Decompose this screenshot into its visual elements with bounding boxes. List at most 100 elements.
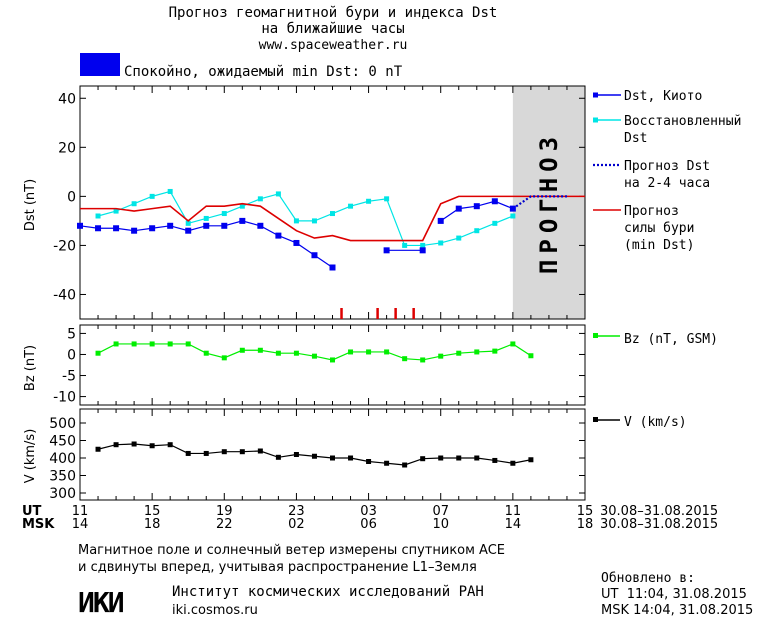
- data-point-bz: [185, 341, 191, 347]
- data-point-v: [330, 455, 335, 461]
- v-series: [95, 441, 534, 468]
- bz-series: [95, 341, 534, 363]
- chart-title-line1: Прогноз геомагнитной бури и индекса Dst: [169, 5, 498, 21]
- data-point-v: [95, 446, 101, 452]
- data-point-kyoto: [275, 232, 282, 239]
- series-line-storm: [80, 195, 585, 242]
- data-point-bz: [456, 350, 462, 356]
- v-legend: V (km/s): [593, 415, 687, 430]
- data-point-restored: [438, 240, 444, 246]
- status-text: Спокойно, ожидаемый min Dst: 0 nT: [124, 64, 403, 80]
- data-point-restored: [275, 191, 281, 197]
- data-point-bz: [131, 341, 137, 347]
- data-point-kyoto2: [473, 203, 480, 210]
- data-point-kyoto: [113, 225, 120, 232]
- v-plot-frame: [79, 408, 586, 501]
- data-point-bz: [113, 341, 119, 347]
- ut-tick-label: 11: [72, 504, 89, 519]
- ut-date-range: 30.08–31.08.2015: [600, 504, 718, 519]
- forecast-zone: [512, 86, 585, 319]
- data-point-kyoto2: [509, 205, 516, 212]
- data-point-restored: [510, 213, 516, 219]
- data-point-v: [402, 462, 408, 468]
- data-point-kyoto: [239, 217, 246, 224]
- v-axis-label: V (km/s): [23, 429, 38, 484]
- data-point-kyoto: [293, 239, 300, 246]
- data-point-v: [185, 450, 191, 456]
- msk-tick-label: 06: [360, 517, 377, 532]
- legend-label: на 2-4 часа: [624, 176, 710, 191]
- data-point-kyoto: [77, 222, 83, 229]
- data-point-bz: [257, 347, 263, 353]
- y-tick-label: 350: [49, 469, 76, 485]
- data-point-restored: [420, 242, 426, 248]
- data-point-bz: [311, 353, 317, 359]
- msk-tick-label: 02: [288, 517, 305, 532]
- data-point-kyoto: [95, 225, 102, 232]
- data-point-restored: [221, 211, 227, 217]
- data-point-bz: [528, 353, 534, 359]
- legend-marker-kyoto: [593, 92, 598, 98]
- status-indicator: [80, 53, 120, 76]
- msk-tick-label: 22: [216, 517, 233, 532]
- bz-plot-frame: [79, 324, 586, 406]
- data-point-kyoto: [149, 225, 156, 232]
- storm-markers: [340, 308, 415, 319]
- data-point-restored: [95, 213, 101, 219]
- y-tick-label: 450: [49, 434, 76, 450]
- data-point-v: [384, 460, 390, 466]
- data-point-v: [311, 453, 317, 459]
- y-tick-label: 5: [67, 326, 76, 342]
- y-tick-label: -10: [53, 390, 76, 406]
- data-point-restored: [492, 220, 498, 226]
- data-point-restored: [293, 218, 299, 224]
- bz-axis-label: Bz (nT): [23, 345, 38, 391]
- data-point-kyoto2: [491, 198, 498, 205]
- ut-tick-label: 07: [432, 504, 449, 519]
- data-point-bz: [221, 355, 227, 361]
- data-point-bz: [492, 348, 498, 354]
- ut-tick-label: 03: [360, 504, 377, 519]
- data-point-bz: [330, 357, 335, 363]
- legend-label: Dst, Киото: [624, 89, 702, 104]
- dst-axis-label: Dst (nT): [23, 179, 38, 231]
- bz-y-ticks: 5 0 -5 -10: [53, 326, 585, 406]
- dst-panel: ПРОГНОЗ Dst (nT) 40 20 0 -20 -40: [23, 85, 586, 320]
- data-point-kyoto2: [455, 205, 462, 212]
- data-point-v: [348, 455, 354, 461]
- ut-tick-label: 11: [505, 504, 522, 519]
- data-point-v: [456, 455, 462, 461]
- y-tick-label: 0: [67, 347, 76, 363]
- data-point-v: [149, 443, 155, 449]
- updated-label: Обновлено в:: [601, 571, 695, 586]
- bz-legend-label: Bz (nT, GSM): [624, 332, 718, 347]
- data-point-v: [275, 454, 281, 460]
- data-point-v: [293, 452, 299, 457]
- data-point-restored: [474, 228, 480, 234]
- data-point-v: [131, 441, 137, 447]
- msk-tick-label: 14: [72, 517, 89, 532]
- data-point-restored: [167, 188, 173, 194]
- bz-legend: Bz (nT, GSM): [593, 332, 718, 347]
- updated-msk: MSK 14:04, 31.08.2015: [601, 603, 753, 618]
- y-tick-label: -5: [62, 369, 76, 385]
- dst-legend: Dst, Киото Восстановленный Dst Прогноз Dst н…: [593, 89, 741, 253]
- y-tick-label: 300: [49, 486, 76, 502]
- data-point-restored: [366, 198, 372, 204]
- data-point-bz: [420, 357, 426, 363]
- y-tick-label: 40: [58, 91, 76, 107]
- data-point-bz: [474, 349, 480, 355]
- data-point-restored: [330, 211, 335, 217]
- legend-label: Восстановленный: [624, 114, 741, 129]
- data-point-v: [221, 449, 227, 455]
- data-point-restored: [402, 242, 408, 248]
- v-legend-marker: [593, 417, 598, 422]
- data-point-bz: [510, 341, 516, 347]
- data-point-v: [510, 460, 516, 466]
- dst-x-ticks: [79, 86, 586, 319]
- ut-tick-label: 15: [144, 504, 161, 519]
- y-tick-label: 20: [58, 140, 76, 156]
- forecast-zone-label: ПРОГНОЗ: [535, 131, 563, 274]
- data-point-v: [203, 450, 209, 456]
